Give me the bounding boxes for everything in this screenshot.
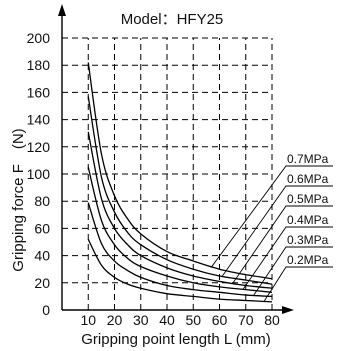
curve-0.7MPa (87, 62, 273, 280)
y-tick-label-160: 160 (27, 84, 51, 100)
y-tick-label-100: 100 (27, 166, 51, 182)
y-tick-label-180: 180 (27, 57, 51, 73)
legend-label-0.2MPa: 0.2MPa (287, 253, 329, 267)
chart-title: Model：HFY25 (121, 11, 224, 28)
grid (62, 37, 273, 310)
x-tick-label-60: 60 (212, 312, 228, 328)
legend-leader-0.2MPa (263, 266, 333, 302)
x-tick-label-70: 70 (238, 312, 254, 328)
legend-leader-0.3MPa (253, 246, 333, 296)
curve-0.2MPa (87, 238, 273, 303)
y-axis-arrow (58, 4, 66, 16)
legend-label-0.7MPa: 0.7MPa (287, 152, 329, 166)
x-tick-label-40: 40 (159, 312, 175, 328)
curve-0.6MPa (87, 96, 273, 285)
x-axis-arrow (282, 306, 294, 314)
tick-labels: 0 20 40 60 80 100 120 140 160 180 200 10 20 30 40 50 60 7… (27, 30, 280, 328)
legend-leader-0.7MPa (211, 165, 333, 268)
y-tick-label-20: 20 (34, 275, 50, 291)
series-curves (87, 62, 273, 303)
y-tick-label-140: 140 (27, 112, 51, 128)
legend-label-0.3MPa: 0.3MPa (287, 233, 329, 247)
x-tick-label-50: 50 (185, 312, 201, 328)
curve-0.3MPa (87, 202, 273, 298)
legend-leader-0.5MPa (232, 205, 333, 284)
curve-0.4MPa (87, 167, 273, 293)
legend-label-0.4MPa: 0.4MPa (287, 213, 329, 227)
curve-0.5MPa (87, 131, 273, 289)
legend: 0.7MPa 0.6MPa 0.5MPa 0.4MPa 0.3MPa 0.2MPa (211, 152, 333, 302)
y-tick-label-0: 0 (42, 302, 50, 318)
y-tick-label-200: 200 (27, 30, 51, 46)
x-tick-label-80: 80 (264, 312, 280, 328)
y-tick-label-40: 40 (34, 248, 50, 264)
x-axis-title: Gripping point length L (mm) (81, 331, 271, 348)
y-tick-label-60: 60 (34, 220, 50, 236)
x-tick-label-30: 30 (133, 312, 149, 328)
legend-leader-0.6MPa (221, 185, 333, 277)
x-tick-label-10: 10 (80, 312, 96, 328)
y-tick-label-80: 80 (34, 193, 50, 209)
axes (58, 4, 294, 314)
x-tick-label-20: 20 (107, 312, 123, 328)
legend-label-0.6MPa: 0.6MPa (287, 172, 329, 186)
legend-leader-0.4MPa (242, 226, 333, 290)
y-axis-title: Gripping force F (N) (10, 128, 27, 271)
legend-label-0.5MPa: 0.5MPa (287, 192, 329, 206)
y-tick-label-120: 120 (27, 139, 51, 155)
